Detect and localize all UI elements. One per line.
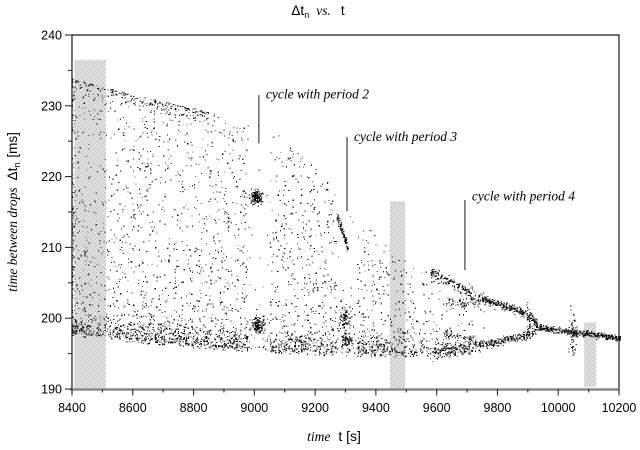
annotations: cycle with period 2 cycle with period 3 cy… [258,87,575,271]
x-tick-label: 9000 [240,401,268,415]
x-axis-title: time t [s] [307,428,361,444]
x-tick-label: 9800 [484,401,512,415]
x-tick-label: 8400 [58,401,86,415]
x-tick-label: 9200 [301,401,329,415]
x-tick-label: 9400 [362,401,390,415]
y-tick-label: 210 [41,241,62,255]
y-tick-labels: 240 230 220 210 200 190 [41,29,62,397]
x-tick-label: 10200 [602,401,637,415]
x-tick-label: 9600 [423,401,451,415]
scatter-points [71,78,622,362]
annotation-label: cycle with period 2 [266,87,369,102]
annotation-label: cycle with period 4 [472,189,575,204]
y-tick-label: 190 [41,383,62,397]
y-tick-label: 220 [41,170,62,184]
highlight-bar [584,322,597,387]
y-tick-label: 200 [41,312,62,326]
x-tick-label: 10000 [541,401,576,415]
x-tick-label: 8600 [119,401,147,415]
chart-title: Δtn vs. t [291,3,344,20]
y-axis-title: time between dropsΔtn[ms] [5,132,22,292]
axis-ticks [65,34,620,396]
y-tick-label: 240 [41,29,62,43]
annotation-label: cycle with period 3 [354,129,457,144]
x-tick-labels: 8400 8600 8800 9000 9200 9400 9600 9800 10000 102… [58,401,636,415]
highlight-bar [74,59,106,389]
highlight-bar [389,201,406,389]
x-tick-label: 8800 [180,401,208,415]
y-tick-label: 230 [41,99,62,113]
